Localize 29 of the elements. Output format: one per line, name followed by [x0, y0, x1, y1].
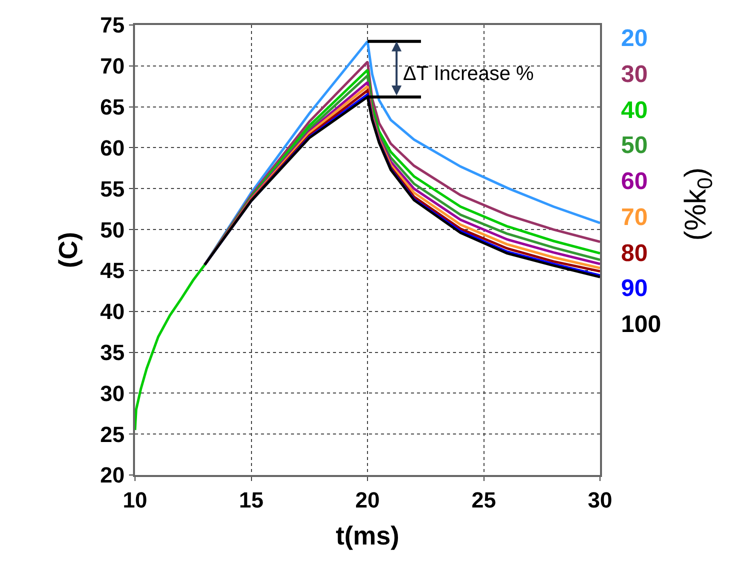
series-label: 100 [621, 311, 662, 338]
series-label: 70 [621, 204, 648, 231]
y-tick-label: 65 [100, 94, 125, 120]
text: 50 [621, 132, 648, 159]
text: 30 [621, 61, 648, 88]
y-tick-label: 20 [100, 462, 125, 488]
x-axis-title: t(ms) [336, 520, 400, 551]
series-label: 90 [621, 275, 648, 302]
y-axis-title: (C) [53, 232, 84, 268]
text: 40 [621, 97, 648, 124]
y-tick-label: 30 [100, 380, 125, 406]
x-tick-label: 15 [239, 487, 264, 512]
y-tick-label: 75 [100, 12, 125, 38]
x-tick-label: 30 [588, 487, 612, 512]
x-tick-label: 20 [355, 487, 380, 512]
series-label: 80 [621, 240, 648, 267]
y-tick-label: 25 [100, 422, 125, 447]
y-tick-label: 40 [100, 299, 125, 324]
text: 20 [621, 25, 648, 52]
x-tick-label: 10 [122, 487, 148, 512]
x-tick-label: 25 [472, 487, 496, 512]
annotation: ΔT Increase % [403, 63, 534, 85]
y-tick-label: 55 [100, 176, 125, 202]
y-tick-label: 35 [100, 340, 125, 365]
text: 60 [621, 168, 648, 195]
y-tick-label: 60 [100, 135, 125, 160]
y-tick-label: 45 [100, 258, 125, 284]
y-tick-label: 50 [100, 217, 125, 242]
y-tick-label: 70 [100, 54, 125, 79]
